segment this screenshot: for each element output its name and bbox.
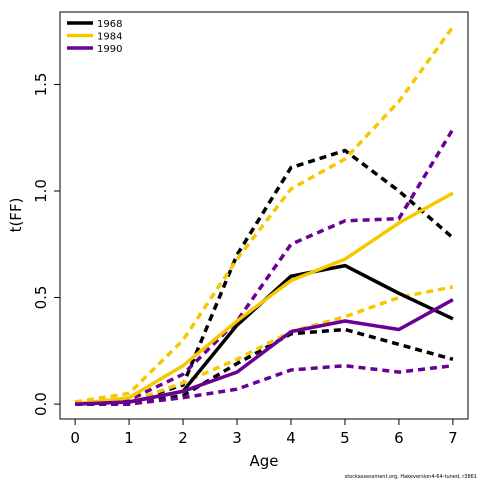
series-1990-upper-line — [74, 128, 455, 406]
series-1984-upper-line — [74, 25, 455, 404]
legend-label-1968: 1968 — [97, 19, 122, 30]
series-1990-line — [75, 298, 454, 406]
x-tick-label-3: 3 — [232, 429, 242, 447]
x-tick-label-1: 1 — [124, 429, 134, 447]
legend: 1968 1984 1990 — [67, 19, 122, 55]
series-1968-line — [75, 263, 454, 406]
legend-label-1984: 1984 — [97, 32, 122, 43]
plot-frame — [59, 11, 469, 420]
x-tick-label-0: 0 — [70, 429, 80, 447]
x-tick-label-5: 5 — [340, 429, 350, 447]
y-tick-label-0.5: 0.5 — [32, 286, 50, 310]
series-1968-lower-line — [75, 327, 454, 406]
series-1984-line — [74, 191, 454, 406]
y-axis-title: t(FF) — [7, 198, 25, 233]
x-tick-label-2: 2 — [178, 429, 188, 447]
series-1968-upper-line — [75, 148, 455, 406]
x-axis-title: Age — [249, 452, 278, 470]
axis-layer: 0 1 2 3 4 5 6 7 0.0 0.5 1.0 1.5 — [32, 73, 458, 447]
series-1990-lower-line — [75, 363, 454, 406]
x-tick-label-6: 6 — [394, 429, 404, 447]
y-tick-label-0.0: 0.0 — [32, 392, 50, 416]
series-layer — [74, 25, 455, 406]
y-tick-label-1.5: 1.5 — [32, 73, 50, 97]
y-tick-label-1.0: 1.0 — [32, 179, 50, 203]
x-tick-label-7: 7 — [448, 429, 458, 447]
series-1984-lower-line — [75, 285, 454, 406]
legend-label-1990: 1990 — [97, 44, 122, 55]
x-tick-label-4: 4 — [286, 429, 296, 447]
footnote: stockassessment.org, Hakeversion4-64-tun… — [345, 474, 477, 480]
